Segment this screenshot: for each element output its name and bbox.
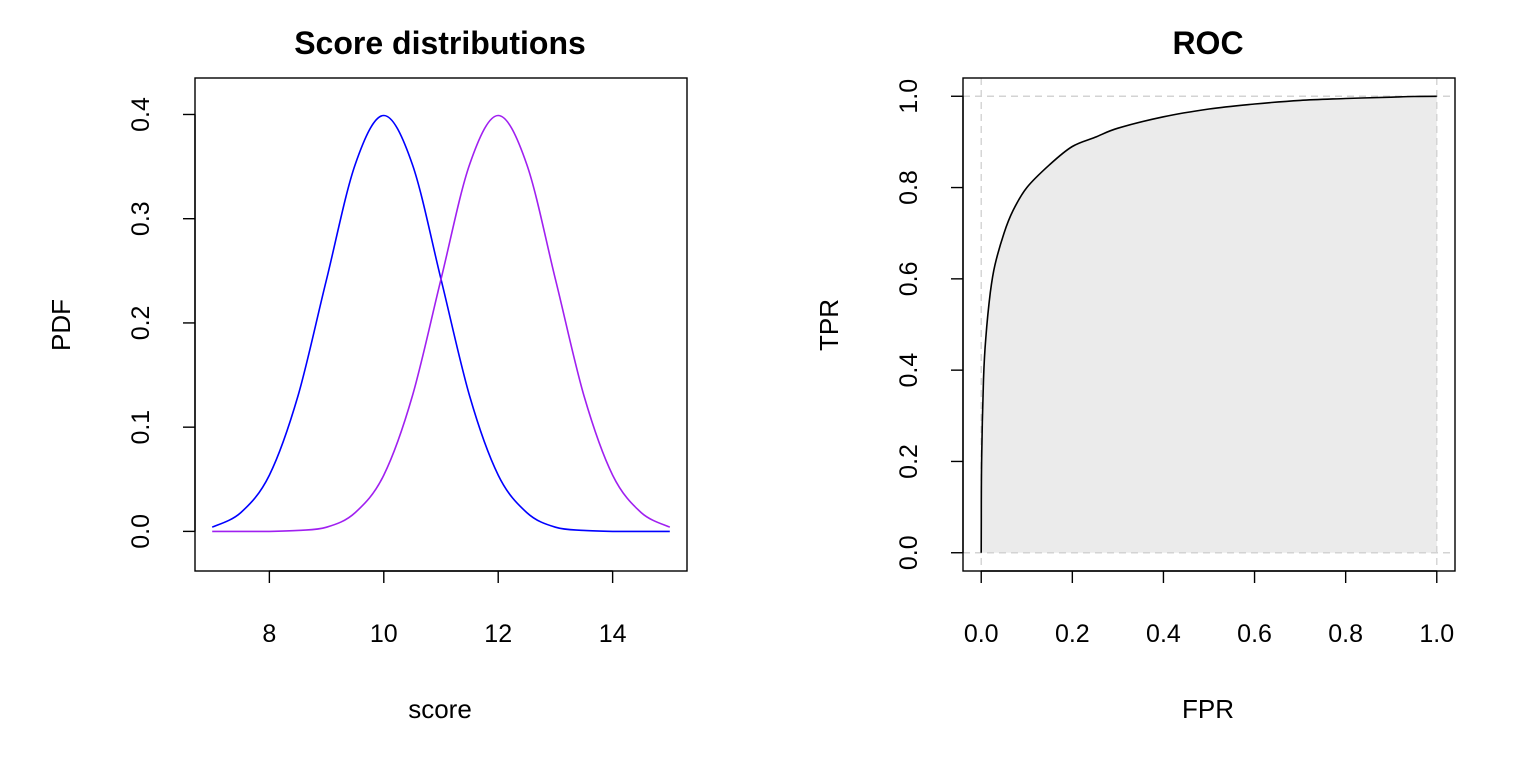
y-tick-label: 0.4 — [127, 97, 155, 132]
y-tick-label: 0.0 — [127, 514, 155, 549]
y-axis: 0.0 0.2 0.4 0.6 0.8 1.0 — [895, 79, 964, 570]
x-tick-label: 12 — [484, 620, 512, 648]
y-tick-label: 0.2 — [895, 444, 923, 479]
density-line — [212, 114, 671, 533]
x-tick-label: 0.2 — [1055, 620, 1090, 648]
x-tick-label: 0.8 — [1328, 620, 1363, 648]
y-axis-label: TPR — [814, 299, 844, 351]
density-line — [211, 114, 670, 533]
y-axis: 0.0 0.1 0.2 0.3 0.4 — [127, 97, 196, 549]
x-tick-label: 1.0 — [1419, 620, 1454, 648]
y-tick-label: 0.6 — [895, 261, 923, 296]
y-tick-label: 0.4 — [895, 353, 923, 388]
x-axis: 0.0 0.2 0.4 0.6 0.8 1.0 — [964, 570, 1454, 648]
y-tick-label: 0.8 — [895, 170, 923, 205]
x-tick-label: 0.4 — [1146, 620, 1181, 648]
x-tick-label: 0.0 — [964, 620, 999, 648]
score-distributions-panel: Score distributions 8 10 12 14 0.0 0.1 0.2 0.3… — [46, 25, 688, 724]
series-lines — [211, 114, 671, 533]
roc-panel: ROC 0.0 0.2 0.4 0.6 0.8 1.0 0.0 0.2 0.4 0.6 0.8 1.… — [814, 25, 1456, 724]
auc-area — [981, 96, 1437, 553]
chart-title: ROC — [1172, 25, 1243, 61]
x-axis-label: FPR — [1182, 694, 1234, 724]
chart-title: Score distributions — [294, 25, 586, 61]
plot-frame — [194, 77, 688, 572]
x-tick-label: 14 — [599, 620, 627, 648]
x-axis: 8 10 12 14 — [262, 570, 627, 648]
y-tick-label: 1.0 — [895, 79, 923, 114]
roc-curve — [980, 95, 1437, 553]
y-tick-label: 0.2 — [127, 306, 155, 341]
x-tick-label: 0.6 — [1237, 620, 1272, 648]
y-tick-label: 0.0 — [895, 535, 923, 570]
y-tick-label: 0.3 — [127, 201, 155, 236]
x-tick-label: 8 — [262, 620, 276, 648]
x-axis-label: score — [408, 694, 472, 724]
x-tick-label: 10 — [370, 620, 398, 648]
y-tick-label: 0.1 — [127, 410, 155, 445]
y-axis-label: PDF — [46, 299, 76, 351]
